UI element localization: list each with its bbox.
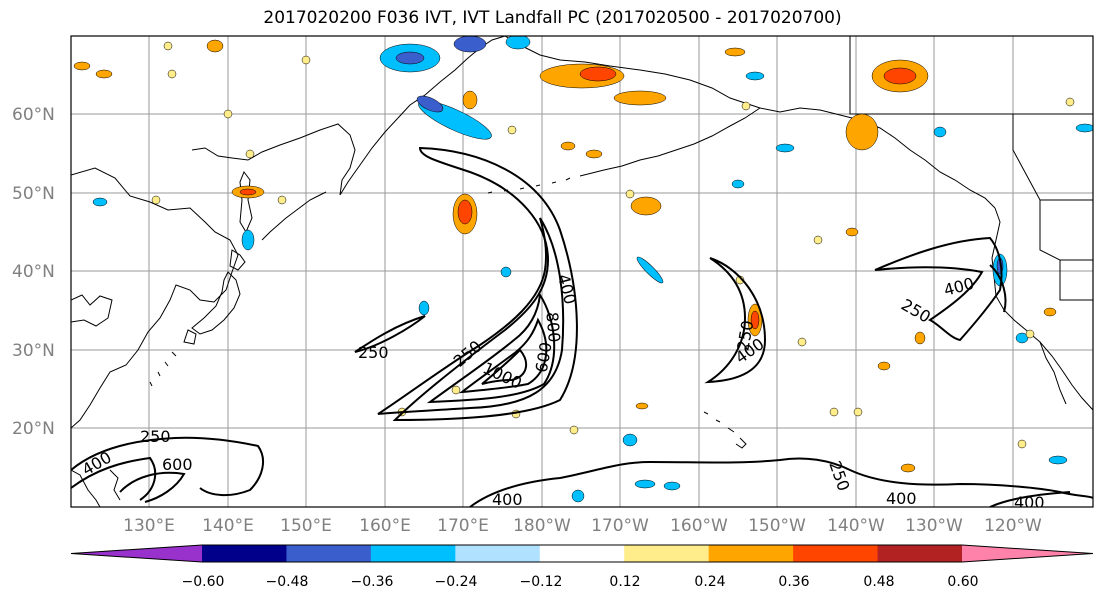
contour-label: 600 (162, 455, 193, 474)
lon-label: 170°E (437, 516, 489, 536)
contour-label: 400 (886, 489, 917, 508)
graticule (71, 36, 1093, 507)
lat-label: 60°N (12, 105, 55, 125)
lon-label: 150°E (280, 516, 332, 536)
colorbar-segment (708, 545, 794, 562)
colorbar-tick-label: 0.48 (863, 574, 894, 590)
map-plot-area: 250 250 400 800 1000 600 250 400 400 250… (71, 36, 1093, 512)
lat-label: 40°N (12, 262, 55, 282)
colorbar-tick-label: −0.60 (182, 574, 225, 590)
contour-label: 250 (358, 343, 389, 362)
colorbar-segment (202, 545, 287, 562)
colorbar-segment (962, 545, 1093, 562)
contour-label: 400 (79, 448, 115, 480)
lat-label: 30°N (12, 341, 55, 361)
lon-label: 130°E (123, 516, 175, 536)
colorbar-tick-label: −0.48 (266, 574, 309, 590)
colorbar-tick-label: −0.12 (520, 574, 563, 590)
map-title: 2017020200 F036 IVT, IVT Landfall PC (20… (263, 8, 842, 28)
ivt-contours (71, 146, 1093, 507)
contour-label: 250 (898, 295, 934, 327)
contour-labels: 250 250 400 800 1000 600 250 400 400 250… (79, 272, 1045, 512)
latitude-labels: 60°N 50°N 40°N 30°N 20°N (12, 105, 55, 439)
contour-label: 250 (825, 458, 853, 493)
colorbar (70, 544, 1094, 563)
contour-label: 400 (554, 272, 580, 306)
colorbar-tick-label: 0.36 (778, 574, 809, 590)
colorbar-segment (286, 545, 372, 562)
lat-label: 50°N (12, 184, 55, 204)
colorbar-segment (793, 545, 879, 562)
lon-label: 170°W (591, 516, 649, 536)
colorbar-outline (70, 544, 1094, 563)
contour-label: 800 (542, 311, 564, 343)
contour-label: 400 (942, 274, 976, 300)
colorbar-ticks: −0.60 −0.48 −0.36 −0.24 −0.12 0.12 0.24 … (182, 574, 979, 590)
longitude-labels: 130°E 140°E 150°E 160°E 170°E 180°W 170°… (123, 516, 1042, 536)
lon-label: 120°W (984, 516, 1042, 536)
contour-label: 400 (1014, 493, 1045, 512)
lon-label: 130°W (905, 516, 963, 536)
colorbar-segment (624, 545, 710, 562)
colorbar-segment (71, 545, 202, 562)
contour-label: 400 (492, 490, 523, 509)
contour-label: 600 (532, 341, 556, 374)
contour-label: 250 (140, 427, 171, 446)
lon-label: 150°W (748, 516, 806, 536)
colorbar-segment (877, 545, 963, 562)
colorbar-segment (370, 545, 456, 562)
lon-label: 140°W (827, 516, 885, 536)
colorbar-segment (455, 545, 541, 562)
colorbar-tick-label: 0.12 (609, 574, 640, 590)
lat-label: 20°N (12, 419, 55, 439)
ivt-pc-shading (73, 36, 1093, 503)
lon-label: 180°W (513, 516, 571, 536)
colorbar-tick-label: −0.24 (435, 574, 478, 590)
lon-label: 160°W (670, 516, 728, 536)
colorbar-segment (539, 545, 625, 562)
colorbar-tick-label: −0.36 (351, 574, 394, 590)
colorbar-tick-label: 0.60 (947, 574, 978, 590)
colorbar-tick-label: 0.24 (694, 574, 725, 590)
lon-label: 140°E (202, 516, 254, 536)
lon-label: 160°E (359, 516, 411, 536)
map-frame (70, 35, 1094, 508)
